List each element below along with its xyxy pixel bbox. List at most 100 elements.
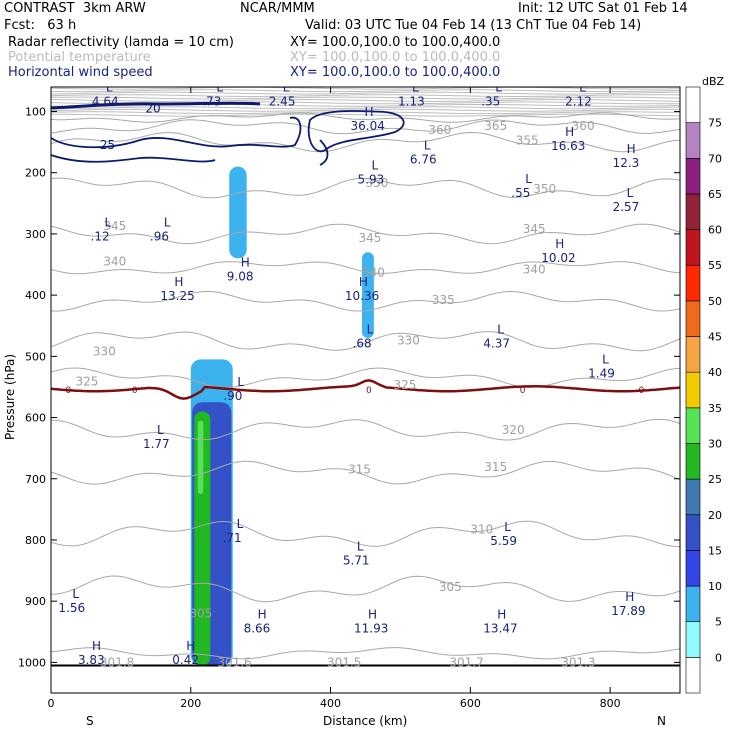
extremum-value: 2.12: [565, 94, 592, 108]
extremum-value: .73: [202, 94, 221, 108]
colorbar-swatch: [685, 193, 701, 230]
contour-labels: 0 0 0 0 0 20 25 360 365 355 360 350 350 345 345 345 340 3…: [58, 80, 645, 669]
theta-contour-top: [51, 106, 680, 110]
theta-label: 325: [393, 378, 416, 392]
colorbar-swatch: [685, 86, 701, 123]
extremum-value: 4.64: [92, 94, 119, 108]
extremum-value: 10.02: [541, 251, 575, 265]
theta-label: 360: [428, 123, 451, 137]
field-reflectivity-xy: XY= 100.0,100.0 to 100.0,400.0: [290, 35, 501, 50]
extremum-letter: L: [495, 80, 502, 94]
colorbar-level: 45: [708, 331, 722, 344]
theta-label: 330: [93, 344, 116, 358]
extremum-value: 13.25: [160, 289, 194, 303]
x-tick-label: 600: [460, 697, 481, 710]
colorbar-level: 10: [708, 580, 722, 593]
colorbar-level: 5: [715, 616, 722, 629]
extremum-letter: H: [368, 607, 377, 621]
extremum-letter: L: [157, 423, 164, 437]
theta-contour: [51, 367, 680, 389]
wind-contour-35: [307, 110, 405, 153]
theta-label: 335: [432, 293, 455, 307]
extremum-value: 17.89: [611, 604, 645, 618]
colorbar-level: 0: [715, 651, 722, 664]
surface-theta-label: 301.7: [449, 655, 483, 669]
theta-contour: [51, 291, 680, 312]
field-reflectivity-name: Radar reflectivity (lamda = 10 cm): [8, 35, 234, 50]
colorbar-swatch: [685, 264, 701, 302]
theta-label: 345: [103, 219, 126, 233]
extremum-letter: H: [555, 237, 564, 251]
surface-theta-label: 301.5: [327, 655, 361, 669]
extremum-letter: H: [258, 607, 267, 621]
x-tick-label: 0: [48, 697, 55, 710]
colorbar-swatch: [685, 550, 701, 587]
extremum-value: 3.83: [78, 653, 105, 667]
y-tick-label: 500: [25, 350, 46, 363]
theta-label: 350: [533, 182, 556, 196]
extremum-value: 10.36: [345, 289, 379, 303]
theta-contour: [51, 177, 680, 199]
field-theta-name: Potential temperature: [8, 50, 151, 65]
y-tick-label: 400: [25, 289, 46, 302]
theta-contour-top: [51, 98, 680, 102]
wind-contour-25: [51, 116, 302, 149]
theta-label: 315: [484, 460, 507, 474]
colorbar-swatch: [685, 371, 701, 409]
theta-label: 350: [366, 176, 389, 190]
colorbar-level: 35: [708, 402, 722, 415]
colorbar-level: 30: [708, 437, 722, 450]
extremum-letter: L: [372, 159, 379, 173]
field-theta-xy: XY= 100.0,100.0 to 100.0,400.0: [290, 50, 501, 65]
extremum-value: 5.71: [343, 553, 370, 567]
extremum-letter: H: [627, 142, 636, 156]
extremum-letter: L: [579, 80, 586, 94]
south-label: S: [86, 714, 94, 728]
theta-label: 340: [362, 265, 385, 279]
colorbar-level: 40: [708, 366, 722, 379]
theta-contour-top: [51, 113, 680, 117]
theta-contour: [51, 575, 680, 603]
extremum-letter: H: [359, 275, 368, 289]
colorbar-level: 25: [708, 473, 722, 486]
y-tick-label: 100: [25, 105, 46, 118]
extremum-letter: L: [412, 80, 419, 94]
extremum-value: 5.93: [358, 173, 385, 187]
colorbar-swatch: [685, 157, 701, 195]
extremum-value: 9.08: [227, 269, 254, 283]
freezing-level-label: 0: [639, 386, 645, 396]
extremum-letter: L: [237, 375, 244, 389]
surface-theta-label: 301.8: [100, 655, 134, 669]
field-wind-xy: XY= 100.0,100.0 to 100.0,400.0: [290, 65, 501, 80]
reflectivity-cell: [197, 420, 204, 495]
colorbar-swatch: [685, 122, 701, 159]
extremum-letter: H: [241, 255, 250, 269]
y-tick-label: 700: [25, 473, 46, 486]
freezing-level-label: 0: [132, 386, 138, 396]
colorbar-swatch: [685, 229, 701, 266]
extremum-value: 2.45: [269, 94, 296, 108]
extremum-letter: L: [424, 138, 431, 152]
extremum-letter: L: [105, 216, 112, 230]
theta-contour-top: [51, 108, 680, 112]
wind-contour-20: [51, 101, 261, 110]
freezing-level-label: 0: [520, 386, 526, 396]
init-time: Init: 12 UTC Sat 01 Feb 14: [518, 1, 688, 16]
fill-layer: [190, 166, 374, 666]
extremum-value: 1.77: [143, 437, 170, 451]
theta-contour: [51, 112, 680, 123]
north-label: N: [657, 714, 666, 728]
extremum-value: 1.49: [588, 367, 615, 381]
y-axis-title: Pressure (hPa): [3, 354, 17, 440]
extremum-letter: H: [92, 639, 101, 653]
theta-contour: [51, 331, 680, 352]
wind-contour-25: [51, 154, 216, 163]
extremum-value: 1.13: [398, 94, 425, 108]
field-wind-name: Horizontal wind speed: [8, 65, 153, 80]
y-tick-label: 300: [25, 228, 46, 241]
extremum-value: 1.56: [58, 601, 85, 615]
extremum-letter: L: [497, 323, 504, 337]
colorbar-swatch: [685, 585, 701, 623]
theta-contour: [51, 647, 680, 660]
